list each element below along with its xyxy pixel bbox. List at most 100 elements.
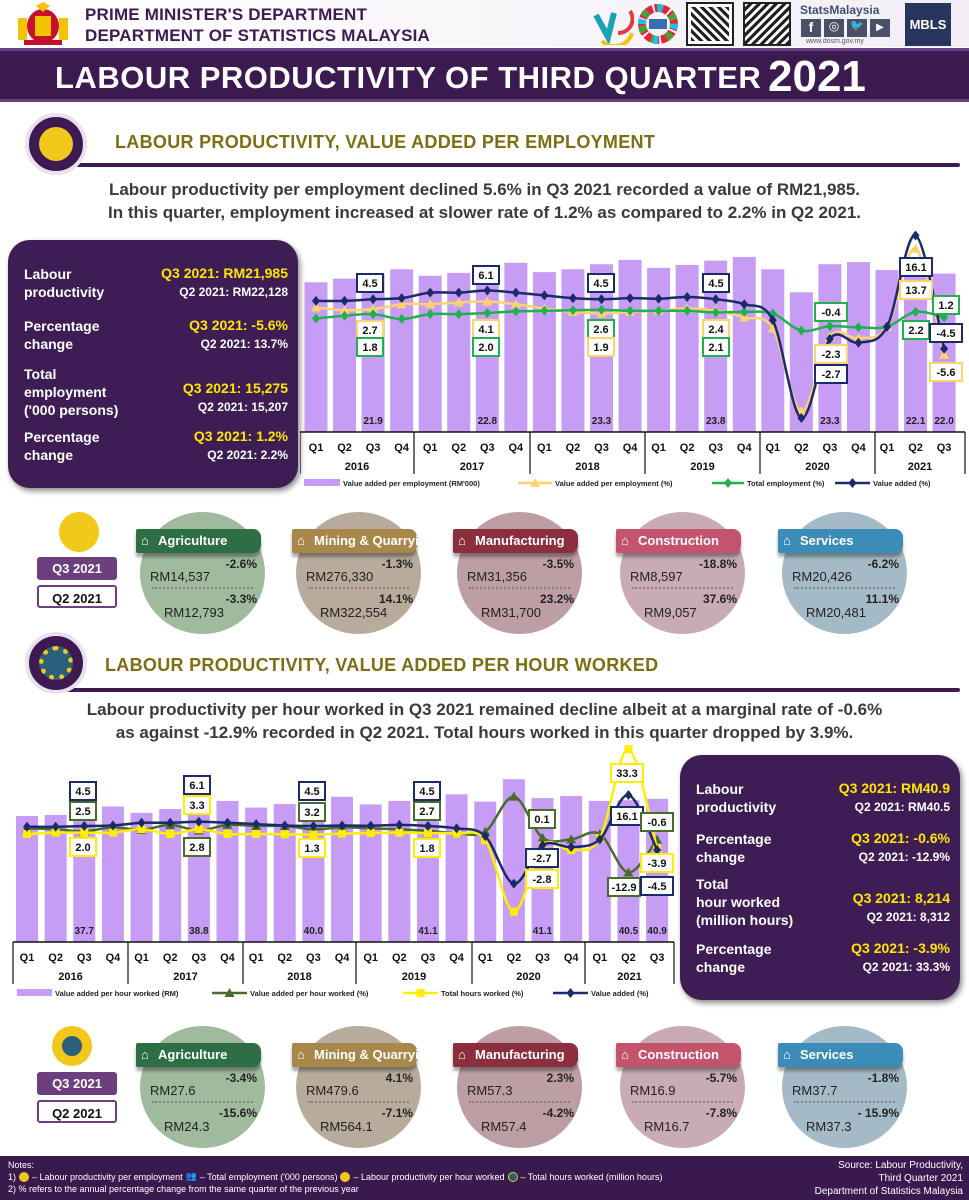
line-marker xyxy=(654,293,663,304)
quarter-tick-label: Q2 xyxy=(908,442,923,454)
data-label: 1.8 xyxy=(362,342,377,354)
line-marker xyxy=(252,819,261,830)
bar xyxy=(418,275,442,432)
data-label: 2.6 xyxy=(593,324,608,336)
info-label: Percentage change xyxy=(24,318,100,352)
employment-chart: 21.9 22.8 23.3 23.8 23.3 22.1 22.0 4.5 2.7 1.8 6.1… xyxy=(300,230,966,488)
bar xyxy=(273,804,296,942)
q3-value: RM8,597 xyxy=(630,569,683,584)
line-marker xyxy=(597,294,606,305)
line-marker xyxy=(711,294,720,305)
line-marker xyxy=(338,829,347,838)
sector-ribbon: ⌂ Services xyxy=(778,1043,903,1067)
gear-hour-icon xyxy=(340,1171,351,1182)
page-title-year: 2021 xyxy=(768,52,866,101)
note-2: 2) % refers to the annual percentage cha… xyxy=(8,1184,359,1194)
quarter-tick-label: Q4 xyxy=(394,442,410,454)
data-label-box xyxy=(183,795,211,815)
line-marker xyxy=(426,287,435,298)
line-marker xyxy=(911,230,920,241)
youtube-icon[interactable]: ▶ xyxy=(870,19,890,37)
bar xyxy=(16,816,38,942)
sector-name: Agriculture xyxy=(158,1047,228,1062)
line-marker xyxy=(482,296,493,306)
line-marker xyxy=(338,820,347,831)
footer: Notes: 1) – Labour productivity per empl… xyxy=(0,1156,969,1200)
data-label-box xyxy=(702,273,730,293)
data-label: 6.1 xyxy=(189,780,204,792)
qr-code[interactable] xyxy=(686,2,734,46)
line-marker xyxy=(395,819,404,830)
quarter-tick-label: Q2 xyxy=(277,952,292,964)
q2-value: RM12,793 xyxy=(164,605,224,620)
facebook-icon[interactable]: f xyxy=(801,19,821,37)
instagram-icon[interactable]: ◎ xyxy=(824,19,844,37)
info-q2-value: Q2 2021: 13.7% xyxy=(200,337,288,351)
data-label: -0.6 xyxy=(648,817,667,829)
sector-name: Manufacturing xyxy=(475,1047,565,1062)
bar xyxy=(647,267,671,432)
crane-icon: ⌂ xyxy=(621,533,629,548)
quarter-tick-label: Q3 xyxy=(708,442,723,454)
line-marker xyxy=(416,989,425,997)
q3-legend-box: Q3 2021 xyxy=(37,1072,117,1095)
data-label-box xyxy=(587,337,615,357)
info-label: Percentage change xyxy=(696,831,772,865)
divider xyxy=(632,1101,733,1103)
line-marker xyxy=(194,816,203,827)
q3-change: -1.8% xyxy=(867,1071,899,1085)
quarter-tick-label: Q1 xyxy=(309,442,324,454)
quarter-tick-label: Q2 xyxy=(392,952,407,964)
info-label: Labour productivity xyxy=(696,781,777,815)
quarter-tick-label: Q2 xyxy=(48,952,63,964)
quarter-tick-label: Q4 xyxy=(623,442,639,454)
website-link[interactable]: www.dosm.gov.my xyxy=(806,38,864,45)
line-marker xyxy=(223,829,232,838)
quarter-tick-label: Q4 xyxy=(509,442,525,454)
palm-tree-icon: ⌂ xyxy=(141,1047,149,1062)
data-label: 13.7 xyxy=(905,285,926,297)
twitter-icon[interactable]: 🐦 xyxy=(847,19,867,37)
line-marker xyxy=(883,321,891,332)
q2-value: RM20,481 xyxy=(806,605,866,620)
quarter-tick-label: Q1 xyxy=(478,952,493,964)
line-marker xyxy=(137,825,146,834)
bar-value-label: 23.3 xyxy=(820,416,840,427)
summary-line: as against -12.9% recorded in Q2 2021. T… xyxy=(115,723,854,742)
factory-icon: ⌂ xyxy=(458,533,466,548)
data-label: -2.8 xyxy=(533,874,552,886)
org-line-2: DEPARTMENT OF STATISTICS MALAYSIA xyxy=(85,26,431,45)
sector-ribbon: ⌂ Services xyxy=(778,529,903,553)
data-label: -12.9 xyxy=(611,882,636,894)
q3-change: 4.1% xyxy=(385,1071,413,1085)
line-marker xyxy=(340,310,349,321)
quarter-tick-label: Q4 xyxy=(449,952,465,964)
labour-productivity-employment-icon xyxy=(39,127,73,161)
line-marker xyxy=(224,988,235,997)
note-text: – Labour productivity per hour worked xyxy=(353,1171,505,1182)
data-label: 1.8 xyxy=(419,843,434,855)
bar-value-label: 22.8 xyxy=(478,416,498,427)
data-label-box xyxy=(472,337,500,357)
q2-value: RM57.4 xyxy=(481,1119,527,1134)
bar-value-label: 41.1 xyxy=(533,926,553,937)
year-tick-label: 2017 xyxy=(460,461,484,473)
q2-change: -7.8% xyxy=(705,1106,737,1120)
divider xyxy=(152,587,253,589)
q3-change: -1.3% xyxy=(381,557,413,571)
line-marker xyxy=(510,299,521,309)
line-marker xyxy=(537,832,548,842)
line-marker xyxy=(483,285,492,296)
data-label-box xyxy=(413,838,441,858)
data-label: 2.8 xyxy=(189,842,204,854)
sector-ribbon: ⌂ Mining & Quarrying xyxy=(292,1043,435,1067)
bar xyxy=(304,282,328,432)
q3-value: RM276,330 xyxy=(306,569,374,584)
bar xyxy=(359,804,382,942)
qr-code-facebook[interactable] xyxy=(743,2,791,46)
line-marker xyxy=(566,834,577,844)
data-label: 1.9 xyxy=(593,342,608,354)
data-label-box xyxy=(932,295,960,315)
bar-value-label: 22.1 xyxy=(906,416,926,427)
data-label: 4.5 xyxy=(593,278,608,290)
